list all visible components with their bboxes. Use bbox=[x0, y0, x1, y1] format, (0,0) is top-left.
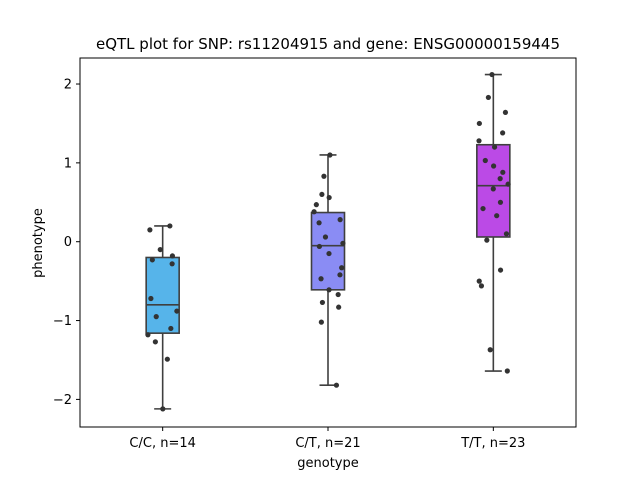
x-axis-label: genotype bbox=[297, 456, 358, 471]
y-tick-label: −1 bbox=[53, 314, 72, 329]
data-point bbox=[497, 199, 504, 205]
data-point bbox=[153, 314, 159, 320]
data-point bbox=[313, 202, 319, 208]
data-point bbox=[149, 257, 155, 263]
data-point bbox=[327, 152, 333, 158]
box bbox=[145, 256, 180, 334]
data-point bbox=[500, 169, 506, 175]
x-tick-label: C/T, n=21 bbox=[295, 436, 360, 451]
data-point bbox=[311, 209, 317, 215]
data-point bbox=[505, 181, 511, 187]
data-point bbox=[169, 261, 175, 267]
data-point bbox=[487, 347, 493, 353]
y-tick-label: 2 bbox=[64, 78, 72, 93]
data-point bbox=[316, 220, 322, 226]
data-point bbox=[169, 253, 176, 259]
data-point bbox=[497, 176, 503, 182]
data-point bbox=[319, 191, 325, 198]
data-point bbox=[157, 246, 163, 253]
data-point bbox=[147, 227, 153, 233]
data-point bbox=[504, 368, 510, 374]
data-point bbox=[476, 278, 482, 284]
data-point bbox=[337, 217, 343, 223]
data-point bbox=[489, 71, 495, 78]
data-point bbox=[319, 299, 326, 306]
data-point bbox=[502, 109, 509, 116]
data-point bbox=[484, 237, 490, 243]
data-point bbox=[148, 295, 154, 302]
plot-area bbox=[145, 71, 511, 412]
data-point bbox=[340, 240, 346, 246]
data-point bbox=[482, 157, 488, 164]
data-point bbox=[476, 138, 482, 144]
data-point bbox=[337, 272, 343, 278]
data-point bbox=[480, 205, 486, 212]
data-point bbox=[494, 213, 500, 219]
data-point bbox=[322, 234, 329, 240]
y-axis-label: phenotype bbox=[31, 208, 46, 278]
data-point bbox=[160, 406, 166, 412]
data-point bbox=[490, 186, 496, 192]
data-point bbox=[167, 223, 173, 229]
data-point bbox=[500, 130, 506, 136]
data-point bbox=[326, 194, 332, 201]
data-point bbox=[326, 287, 332, 293]
data-point bbox=[476, 120, 482, 127]
y-tick-label: 0 bbox=[64, 235, 72, 250]
data-point bbox=[503, 231, 510, 237]
data-point bbox=[326, 250, 332, 257]
data-point bbox=[168, 325, 174, 332]
data-point bbox=[145, 332, 151, 338]
chart-title: eQTL plot for SNP: rs11204915 and gene: … bbox=[96, 35, 560, 53]
data-point bbox=[485, 94, 491, 101]
data-point bbox=[491, 163, 497, 169]
data-point bbox=[336, 304, 342, 310]
y-tick-label: −2 bbox=[53, 393, 72, 408]
data-point bbox=[335, 291, 341, 298]
data-point bbox=[164, 356, 170, 362]
data-point bbox=[339, 265, 345, 271]
data-point bbox=[478, 283, 485, 289]
data-point bbox=[316, 243, 322, 250]
data-point bbox=[333, 382, 340, 388]
data-point bbox=[152, 339, 158, 345]
x-tick-label: C/C, n=14 bbox=[129, 436, 195, 451]
data-point bbox=[321, 173, 327, 179]
data-point bbox=[174, 308, 180, 314]
data-point bbox=[318, 276, 324, 282]
data-point bbox=[497, 267, 504, 273]
data-point bbox=[491, 144, 498, 150]
x-tick-label: T/T, n=23 bbox=[460, 436, 525, 451]
y-tick-label: 1 bbox=[64, 156, 72, 171]
data-point bbox=[318, 319, 324, 325]
